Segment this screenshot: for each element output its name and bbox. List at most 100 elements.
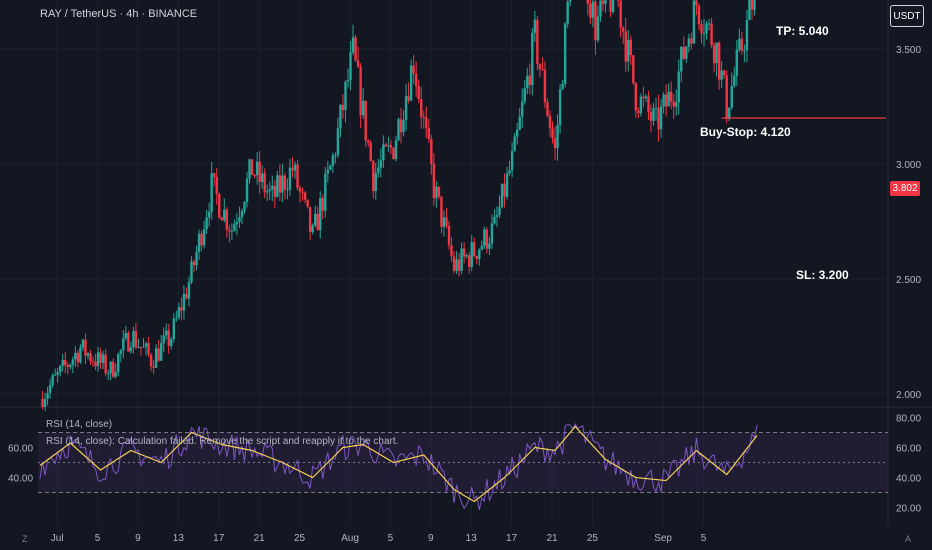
candle [99,352,102,363]
candle [445,217,448,227]
auto-scale-icon[interactable]: A [905,534,912,544]
candle [667,91,670,107]
candle [733,75,736,86]
candle [515,129,519,137]
candle [339,104,342,129]
tp-label: TP: 5.040 [776,24,829,38]
candle [664,94,668,107]
candle [43,398,47,407]
candle [369,142,372,161]
candles [41,0,756,412]
timezone-icon[interactable]: Z [22,534,28,544]
candle [218,194,221,218]
candle [205,217,208,230]
candle [505,173,509,197]
candle [556,125,559,149]
price-axis-label: 3.000 [896,160,921,171]
candle [157,348,160,361]
rsi-axis-label: 80.00 [896,414,921,425]
candle [538,63,542,69]
candle [245,178,249,202]
candle [336,128,340,155]
candle [541,68,544,70]
candle [695,0,698,6]
price-axis-label: 2.000 [896,390,921,401]
candle [394,140,398,159]
candle [286,189,289,191]
candle [407,96,410,101]
candle [422,117,425,119]
candle [96,352,100,367]
rsi-ma-line [39,425,758,503]
candle [518,116,521,130]
candle [609,0,612,12]
candle [387,145,390,147]
candle [420,99,423,118]
candle [531,32,534,86]
candle [288,167,292,190]
candle [437,186,441,197]
buy-stop-label: Buy-Stop: 4.120 [700,125,791,139]
candle [311,225,314,233]
candle [450,245,453,257]
price-axis-label: 3.500 [896,45,921,56]
candle [488,243,491,249]
candle [132,331,135,348]
candle [435,186,438,199]
candle [240,210,244,218]
candle [495,214,499,217]
candle [207,211,211,218]
candle [313,213,317,226]
candle [81,339,85,348]
candle [425,117,428,129]
candle [367,140,370,143]
candle [122,338,125,351]
candle [682,46,685,59]
currency-button[interactable]: USDT [890,5,924,27]
rsi-title[interactable]: RSI (14, close) [46,419,113,430]
candle [624,31,627,62]
candle [76,352,80,363]
candle [91,361,95,363]
time-axis-label: Jul [51,533,64,544]
candle [599,0,602,17]
time-axis-label: 21 [254,533,266,544]
candle [427,128,431,139]
candle [104,354,107,374]
candle [702,33,706,35]
candle [175,317,178,319]
candle [187,282,191,299]
time-axis-label: 21 [546,533,558,544]
time-axis-label: 9 [428,533,434,544]
candle [500,183,504,207]
candle [485,229,489,249]
candle [753,0,756,10]
time-axis-label: 13 [466,533,478,544]
time-axis-label: Aug [341,533,359,544]
candle [548,116,552,129]
candle [414,73,418,87]
candle [243,201,246,211]
candle [281,175,284,193]
candle [260,173,264,182]
candle [283,175,287,190]
candle [526,75,529,89]
candle [680,46,683,72]
candle [523,88,526,102]
candle [672,101,675,107]
candle [41,398,44,407]
candle [51,375,54,385]
candle [324,173,327,211]
candle [644,96,648,99]
candle [417,86,420,100]
candle [392,147,395,159]
candle [306,199,309,208]
candle [462,248,466,257]
candle [594,1,597,41]
candle [84,339,87,356]
candle [66,365,69,367]
candle [253,174,256,176]
candle [404,96,408,121]
candle [536,19,539,64]
